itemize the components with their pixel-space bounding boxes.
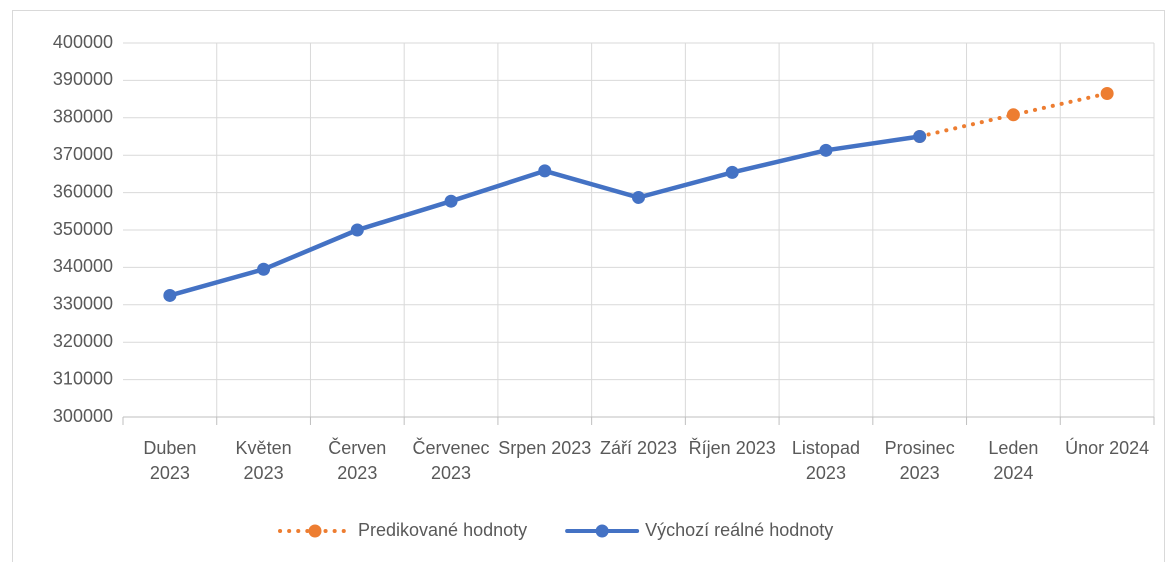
- x-tick-label: Říjen 2023: [688, 438, 776, 458]
- chart-border: [12, 10, 1165, 562]
- data-point: [538, 164, 552, 178]
- x-tick-label: Duben 2023: [143, 438, 197, 483]
- data-point: [1100, 86, 1114, 100]
- legend-marker: [308, 524, 322, 538]
- legend-label: Predikované hodnoty: [358, 520, 527, 540]
- x-tick-label: Leden 2024: [988, 438, 1039, 483]
- y-tick-label: 300000: [53, 406, 113, 426]
- y-tick-label: 330000: [53, 294, 113, 314]
- data-point: [632, 190, 645, 204]
- legend-marker: [595, 524, 609, 538]
- y-tick-label: 320000: [53, 331, 113, 351]
- y-tick-label: 340000: [53, 256, 113, 276]
- data-point: [913, 130, 927, 143]
- x-tick-label: Srpen 2023: [498, 438, 592, 458]
- legend-label: Výchozí reálné hodnoty: [645, 520, 833, 540]
- x-tick-label: Únor 2024: [1065, 438, 1150, 458]
- x-tick-label: Květen 2023: [235, 438, 292, 483]
- series-line: [167, 134, 922, 298]
- data-point: [1006, 108, 1020, 122]
- y-tick-label: 390000: [53, 69, 113, 89]
- y-tick-label: 350000: [53, 219, 113, 239]
- x-tick-label: Červenec 2023: [412, 438, 490, 483]
- data-point: [444, 194, 458, 208]
- data-point: [725, 165, 739, 179]
- x-tick-label: Prosinec 2023: [884, 438, 955, 483]
- data-point: [350, 223, 364, 237]
- x-tick-label: Září 2023: [599, 438, 677, 458]
- y-tick-label: 370000: [53, 144, 113, 164]
- y-tick-label: 380000: [53, 107, 113, 127]
- y-tick-label: 360000: [53, 181, 113, 201]
- y-tick-label: 400000: [53, 32, 113, 52]
- data-point: [819, 143, 833, 157]
- y-tick-label: 310000: [53, 368, 113, 388]
- x-tick-label: Červen 2023: [328, 438, 387, 483]
- data-point: [257, 262, 271, 276]
- data-point: [163, 288, 177, 302]
- x-tick-label: Listopad 2023: [791, 438, 860, 483]
